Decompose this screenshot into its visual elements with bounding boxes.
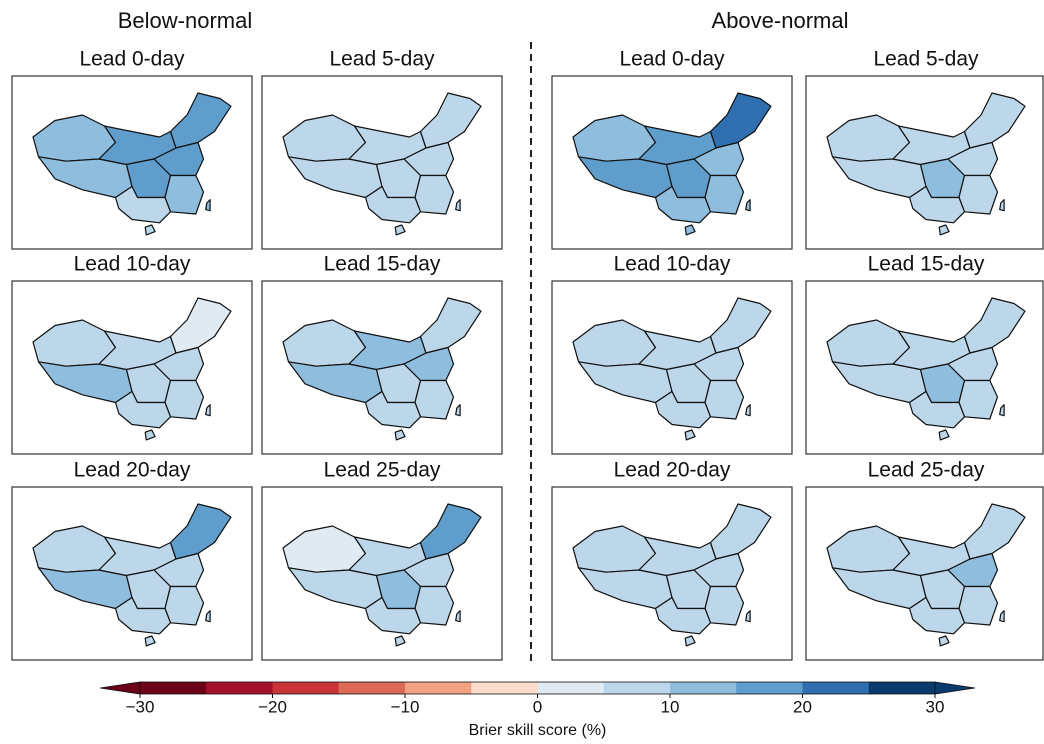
- map: [282, 503, 482, 647]
- colorbar-extend-high: [934, 681, 976, 695]
- colorbar-tick-label: 10: [661, 697, 680, 716]
- region: [364, 596, 422, 647]
- colorbar-tick-label: 20: [793, 697, 812, 716]
- panel-title: Lead 15-day: [324, 253, 441, 276]
- colorbar-bin: [537, 682, 605, 694]
- region: [908, 596, 966, 647]
- colorbar-extend-low: [99, 681, 141, 695]
- map: [826, 503, 1026, 647]
- region: [114, 185, 172, 236]
- panel-title: Lead 0-day: [79, 48, 185, 71]
- colorbar-bin: [471, 682, 538, 694]
- region: [654, 185, 712, 236]
- panel-title: Lead 10-day: [74, 253, 191, 276]
- panel-title: Lead 25-day: [324, 459, 441, 482]
- region: [958, 379, 1005, 420]
- colorbar-tick-label: −30: [126, 697, 155, 716]
- region: [164, 585, 211, 626]
- colorbar-tick-label: −10: [391, 697, 420, 716]
- panel-title: Lead 5-day: [873, 48, 979, 71]
- panel-title: Lead 20-day: [614, 459, 731, 482]
- panel-title: Lead 10-day: [614, 253, 731, 276]
- colorbar-bin: [868, 682, 936, 694]
- region: [654, 596, 712, 647]
- colorbar-bin: [272, 682, 340, 694]
- map: [572, 503, 772, 647]
- colorbar-bin: [670, 682, 737, 694]
- map: [826, 297, 1026, 441]
- colorbar-tick-label: 0: [533, 697, 542, 716]
- region: [908, 390, 966, 441]
- region: [364, 390, 422, 441]
- region: [704, 174, 751, 215]
- colorbar-bin: [206, 682, 273, 694]
- group-title: Below-normal: [118, 8, 253, 33]
- colorbar-bin: [405, 682, 472, 694]
- region: [908, 185, 966, 236]
- region: [654, 390, 712, 441]
- panel-title: Lead 20-day: [74, 459, 191, 482]
- colorbar-label: Brier skill score (%): [469, 722, 607, 739]
- colorbar-bin: [140, 682, 207, 694]
- group-title: Above-normal: [712, 8, 849, 33]
- panel-title: Lead 0-day: [619, 48, 725, 71]
- map: [32, 503, 232, 647]
- panel-title: Lead 5-day: [329, 48, 435, 71]
- panel-title: Lead 15-day: [868, 253, 985, 276]
- region: [704, 379, 751, 420]
- region: [114, 390, 172, 441]
- map: [32, 92, 232, 236]
- colorbar-bin: [338, 682, 406, 694]
- map: [826, 92, 1026, 236]
- colorbar-bin: [802, 682, 870, 694]
- map: [32, 297, 232, 441]
- colorbar-tick-label: 30: [926, 697, 945, 716]
- map: [282, 297, 482, 441]
- map: [282, 92, 482, 236]
- colorbar-tick-label: −20: [258, 697, 287, 716]
- panel-title: Lead 25-day: [868, 459, 985, 482]
- region: [958, 585, 1005, 626]
- colorbar-bin: [603, 682, 671, 694]
- colorbar-bin: [736, 682, 803, 694]
- region: [364, 185, 422, 236]
- map: [572, 297, 772, 441]
- region: [114, 596, 172, 647]
- map: [572, 92, 772, 236]
